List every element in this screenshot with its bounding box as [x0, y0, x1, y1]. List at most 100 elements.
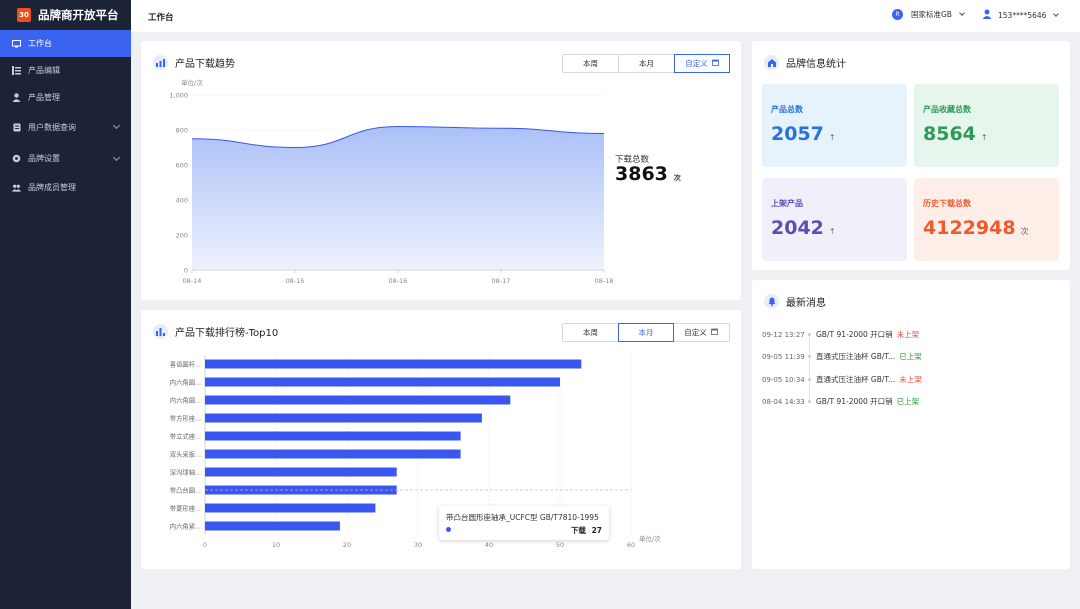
brand-name: 品牌商开放平台 [38, 8, 119, 22]
sidebar-item-label: 工作台 [28, 39, 52, 48]
x-tick-label: 50 [556, 541, 564, 549]
message-item[interactable]: 09-05 10:34 直通式压注油杯 GB/T... 未上架 [762, 374, 922, 385]
message-text: 直通式压注油杯 GB/T... [816, 352, 896, 361]
standard-select[interactable]: R 国家标准GB [892, 9, 965, 20]
standard-label: 国家标准GB [911, 10, 952, 19]
standard-badge-icon: R [892, 9, 903, 20]
stat-number: 8564 [923, 123, 976, 145]
x-tick-label: 60 [627, 541, 635, 549]
total-downloads-value: 3863 [615, 163, 668, 185]
list-icon [12, 66, 21, 75]
sidebar-item-product-manage[interactable]: 产品管理 [0, 84, 131, 111]
card-header: 品牌信息统计 [764, 55, 846, 70]
bar [205, 395, 511, 405]
category-label: 带立式座... [170, 432, 201, 441]
brand[interactable]: 30 品牌商开放平台 [0, 0, 131, 30]
tab-week[interactable]: 本周 [563, 55, 619, 72]
sidebar-item-workbench[interactable]: 工作台 [0, 30, 131, 57]
user-icon [982, 9, 992, 21]
bar [205, 449, 461, 459]
x-tick-label: 10 [272, 541, 280, 549]
stat-label: 历史下载总数 [923, 199, 971, 208]
y-tick-label: 800 [176, 127, 188, 135]
stat-label: 产品总数 [771, 105, 803, 114]
card-header: 最新消息 [764, 294, 826, 309]
tab-label: 本月 [639, 59, 654, 68]
tab-custom[interactable]: 自定义 [674, 54, 730, 73]
tooltip-marker-icon [446, 527, 451, 532]
period-tabs: 本周 本月 自定义 [562, 54, 730, 73]
top-header: 工作台 R 国家标准GB 153****5646 [131, 0, 1080, 32]
stat-value: 2057 ↑ [771, 123, 836, 145]
stat-tile-history-downloads: 历史下载总数 4122948 次 [914, 178, 1059, 261]
x-tick-label: 30 [414, 541, 422, 549]
page-title: 工作台 [148, 13, 174, 23]
tab-custom[interactable]: 自定义 [673, 324, 729, 341]
x-tick-label: 40 [485, 541, 493, 549]
stat-number: 2042 [771, 217, 824, 239]
message-time: 09-05 11:39 [762, 352, 805, 361]
timeline-line [809, 335, 810, 403]
stat-tile-favorites: 产品收藏总数 8564 ↑ [914, 84, 1059, 167]
x-tick-label: 08-17 [492, 277, 511, 285]
tooltip-value: 27 [591, 526, 602, 535]
calendar-icon [710, 328, 718, 337]
bar [205, 521, 340, 531]
tab-label: 自定义 [684, 328, 707, 337]
user-menu[interactable]: 153****5646 [982, 9, 1060, 21]
tooltip-value-row: 下载 27 [571, 525, 602, 536]
tab-label: 本周 [583, 59, 598, 68]
x-tick-label: 0 [203, 541, 207, 549]
message-item[interactable]: 09-12 13:27 GB/T 91-2000 开口销 未上架 [762, 329, 919, 340]
message-status: 已上架 [896, 397, 920, 406]
ranking-chart: 0 10 20 30 40 50 60 单位/次 喜语圆杆... 内六角圆... 内六角圆... 带方… [170, 355, 661, 549]
tooltip-label: 下载 [570, 526, 586, 535]
message-item[interactable]: 08-04 14:33 GB/T 91-2000 开口销 已上架 [762, 396, 919, 407]
sidebar-item-brand-members[interactable]: 品牌成员管理 [0, 174, 131, 201]
arrow-up-icon: ↑ [828, 133, 836, 142]
period-tabs: 本周 本月 自定义 [562, 323, 730, 342]
sidebar-item-brand-settings[interactable]: 品牌设置 [0, 143, 131, 174]
card-title: 最新消息 [786, 298, 826, 309]
bar [205, 413, 482, 423]
message-text: 直通式压注油杯 GB/T... [816, 375, 896, 384]
download-trend-card: 产品下载趋势 本周 本月 自定义 单位/次 0 200 400 600 800 1,000 0… [141, 41, 741, 300]
sidebar-item-label: 品牌设置 [28, 154, 60, 163]
message-time: 09-12 13:27 [762, 330, 805, 339]
brand-stats-card: 品牌信息统计 产品总数 2057 ↑ 产品收藏总数 8564 ↑ 上架产品 2042… [752, 41, 1070, 270]
arrow-up-icon: ↑ [828, 227, 836, 236]
tab-month[interactable]: 本月 [618, 323, 674, 342]
message-text: GB/T 91-2000 开口销 [816, 330, 893, 339]
stat-value: 2042 ↑ [771, 217, 836, 239]
total-downloads-unit: 次 [673, 174, 681, 182]
sidebar-item-label: 用户数据查询 [28, 122, 76, 132]
message-status: 未上架 [899, 375, 922, 384]
sidebar-item-label: 品牌成员管理 [28, 183, 76, 192]
y-axis-unit: 单位/次 [181, 78, 203, 87]
chevron-down-icon [112, 121, 121, 130]
stat-number: 2057 [771, 123, 824, 145]
user-icon [12, 93, 21, 102]
x-tick-label: 08-18 [595, 277, 614, 285]
message-text: GB/T 91-2000 开口销 [816, 397, 893, 406]
sidebar-item-product-edit[interactable]: 产品编辑 [0, 57, 131, 84]
y-tick-label: 400 [176, 197, 188, 205]
message-item[interactable]: 09-05 11:39 直通式压注油杯 GB/T... 已上架 [762, 351, 922, 362]
card-header: 产品下载排行榜-Top10 [153, 324, 278, 339]
brand-logo: 30 [17, 8, 31, 22]
y-tick-label: 1,000 [169, 92, 188, 100]
y-tick-label: 200 [176, 232, 188, 240]
stat-tile-listed: 上架产品 2042 ↑ [762, 178, 907, 261]
arrow-up-icon: ↑ [980, 133, 988, 142]
trend-chart: 单位/次 0 200 400 600 800 1,000 08-14 08-15 08-16 08-… [169, 78, 614, 285]
card-title: 产品下载排行榜-Top10 [175, 328, 279, 339]
latest-messages-card: 最新消息 09-12 13:27 GB/T 91-2000 开口销 未上架 09… [752, 280, 1070, 569]
bar-chart-icon [153, 324, 168, 339]
stat-unit: 次 [1020, 227, 1029, 236]
y-tick-label: 0 [184, 267, 188, 275]
x-tick-label: 08-14 [183, 277, 202, 285]
sidebar-item-user-data[interactable]: 用户数据查询 [0, 111, 131, 143]
category-label: 双头呆扳... [170, 450, 201, 459]
y-tick-label: 600 [176, 162, 188, 170]
sidebar: 30 品牌商开放平台 工作台 产品编辑 产品管理 用户数据查询 品牌设置 品牌成… [0, 0, 131, 609]
